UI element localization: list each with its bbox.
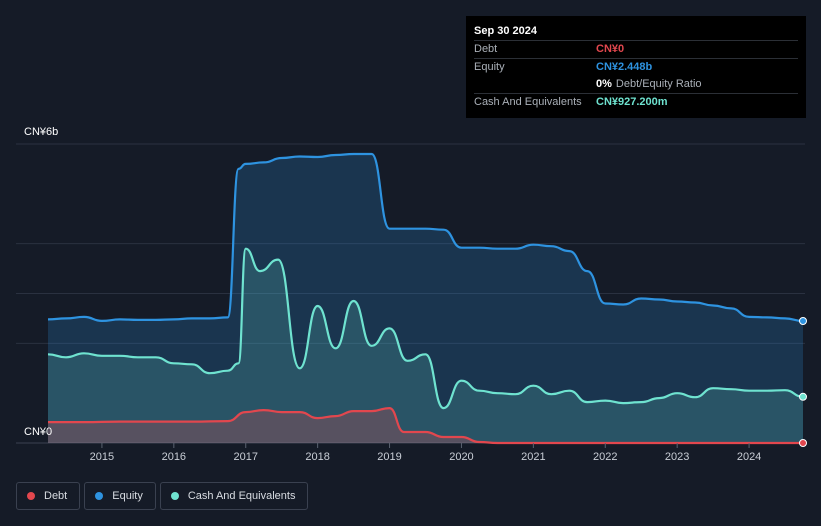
- x-axis: 2015 2016 2017 2018 2019 2020 2021 2022 2023 2024: [90, 443, 761, 463]
- tooltip-row-equity: Equity CN¥2.448b: [474, 58, 798, 76]
- y-axis-top-label: CN¥6b: [24, 126, 58, 138]
- equity-area: [48, 154, 803, 443]
- tooltip-label: Equity: [474, 61, 505, 73]
- tooltip-date: Sep 30 2024: [474, 25, 537, 37]
- x-tick-label: 2019: [377, 451, 401, 463]
- x-tick-label: 2023: [665, 451, 689, 463]
- x-tick-label: 2021: [521, 451, 545, 463]
- equity-dot-icon: [95, 492, 104, 500]
- tooltip-row-cash: Cash And Equivalents CN¥927.200m: [474, 93, 798, 111]
- x-tick-label: 2020: [449, 451, 473, 463]
- legend-item-debt[interactable]: Debt: [16, 482, 81, 510]
- tooltip-value: CN¥0: [596, 43, 625, 55]
- equity-end-marker: [799, 317, 807, 326]
- x-tick-label: 2022: [593, 451, 617, 463]
- debt-dot-icon: [27, 492, 35, 500]
- area-layer: [48, 154, 803, 443]
- tooltip-label: [474, 76, 596, 93]
- legend: Debt Equity Cash And Equivalents: [16, 482, 312, 510]
- tooltip-value: CN¥927.200m: [596, 96, 668, 108]
- legend-label: Equity: [112, 490, 143, 502]
- x-tick-label: 2015: [90, 451, 114, 463]
- tooltip-value: CN¥2.448b: [596, 61, 653, 73]
- cash-area: [48, 248, 803, 443]
- debt-end-marker: [799, 439, 807, 447]
- tooltip-label: Debt: [474, 43, 498, 55]
- tooltip-row-ratio: 0% Debt/Equity Ratio: [474, 76, 798, 93]
- x-tick-label: 2018: [305, 451, 329, 463]
- tooltip-row-debt: Debt CN¥0: [474, 40, 798, 58]
- tooltip-panel: Sep 30 2024 Debt CN¥0 Equity CN¥2.448b 0…: [466, 16, 806, 118]
- tooltip-label: Cash And Equivalents: [474, 96, 582, 108]
- legend-item-cash[interactable]: Cash And Equivalents: [159, 482, 309, 510]
- x-tick-label: 2017: [233, 451, 257, 463]
- end-markers: [799, 317, 807, 447]
- legend-label: Debt: [44, 490, 68, 502]
- x-tick-label: 2016: [162, 451, 186, 463]
- x-tick-label: 2024: [737, 451, 761, 463]
- tooltip-value: 0%: [596, 78, 612, 90]
- y-axis-bottom-label: CN¥0: [24, 426, 52, 438]
- legend-label: Cash And Equivalents: [187, 490, 296, 502]
- equity-line: [47, 152, 804, 323]
- tooltip-ratio-suffix: Debt/Equity Ratio: [615, 78, 702, 90]
- cash-line: [47, 247, 804, 410]
- cash-end-marker: [799, 392, 807, 401]
- legend-item-equity[interactable]: Equity: [84, 482, 156, 510]
- cash-dot-icon: [170, 492, 179, 500]
